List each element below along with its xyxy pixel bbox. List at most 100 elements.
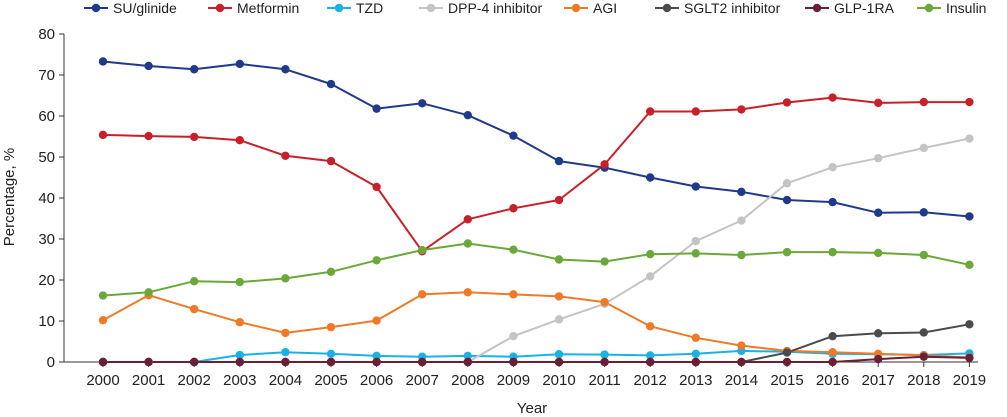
x-tick-label: 2006: [360, 372, 393, 389]
legend-item-tzd: TZD: [327, 0, 383, 16]
x-tick-label: 2003: [223, 372, 256, 389]
data-point: [737, 216, 746, 225]
data-point: [782, 247, 792, 257]
data-point: [98, 315, 108, 325]
legend-label: TZD: [356, 0, 383, 16]
data-point: [235, 357, 244, 367]
data-point: [190, 132, 199, 142]
data-point: [98, 130, 108, 140]
series-line-tzd: [103, 349, 970, 363]
axes: 0 10 20 30 40 50 60 70 80 2000 2001 2002 2003 2004 200…: [38, 26, 986, 389]
data-point: [509, 357, 518, 367]
data-point: [874, 208, 883, 217]
data-point: [965, 212, 974, 221]
data-point: [190, 65, 199, 74]
data-point: [463, 239, 472, 248]
data-point: [372, 104, 381, 113]
data-point: [144, 61, 153, 71]
legend-marker: [812, 3, 822, 13]
data-point: [98, 357, 108, 367]
data-point: [965, 97, 974, 107]
data-point: [509, 204, 518, 213]
data-point: [919, 352, 928, 361]
data-point: [600, 297, 609, 307]
legend-label: DPP-4 inhibitor: [448, 0, 542, 16]
data-point: [782, 179, 792, 188]
y-tick-label: 80: [38, 26, 55, 43]
data-point: [600, 357, 609, 367]
legend-marker: [662, 3, 672, 13]
data-point: [782, 195, 792, 205]
data-point: [554, 255, 564, 264]
x-tick-label: 2014: [725, 372, 758, 389]
data-point: [919, 250, 928, 260]
x-tick-label: 2000: [86, 372, 119, 389]
data-point: [326, 156, 336, 166]
data-point: [691, 349, 700, 358]
data-point: [281, 65, 290, 74]
data-point: [646, 249, 655, 259]
legend-item-su-glinide: SU/glinide: [84, 0, 177, 16]
data-point: [646, 173, 655, 182]
legend: SU/glinide Metformin TZD DPP-4 inhibitor AGI…: [84, 0, 986, 16]
data-point: [737, 250, 746, 260]
data-point: [874, 248, 883, 258]
data-point: [691, 107, 700, 116]
legend-marker: [334, 3, 344, 13]
data-point: [828, 197, 837, 207]
legend-item-glp-1ra: GLP-1RA: [805, 0, 895, 16]
legend-label: GLP-1RA: [834, 0, 895, 16]
data-point: [737, 357, 746, 367]
legend-marker: [215, 3, 225, 13]
legend-marker: [426, 3, 436, 13]
data-point: [98, 291, 108, 300]
data-point: [919, 97, 928, 107]
series-line-su-glinide: [102, 60, 970, 218]
data-point: [600, 350, 609, 359]
data-point: [235, 59, 244, 69]
data-point: [144, 131, 153, 141]
data-point: [554, 315, 564, 324]
x-tick-label: 2001: [132, 372, 165, 389]
data-point: [919, 328, 928, 337]
y-tick-label: 40: [38, 190, 55, 207]
data-point: [463, 357, 472, 367]
data-point: [646, 351, 655, 360]
series-points: [98, 57, 974, 367]
data-point: [235, 135, 244, 145]
data-point: [691, 236, 700, 246]
x-tick-label: 2008: [451, 372, 484, 389]
series-line-agi: [102, 291, 970, 359]
data-point: [874, 98, 883, 108]
data-point: [326, 322, 336, 332]
data-point: [509, 131, 518, 140]
data-point: [782, 348, 792, 357]
series-line-glp-1ra: [103, 355, 970, 363]
data-point: [691, 357, 700, 367]
data-point: [509, 331, 518, 341]
legend-label: SGLT2 inhibitor: [684, 0, 781, 16]
data-point: [326, 267, 336, 276]
x-tick-label: 2011: [588, 372, 620, 389]
data-point: [737, 341, 746, 350]
data-point: [874, 354, 883, 364]
data-point: [281, 151, 290, 160]
data-point: [600, 160, 609, 169]
legend-marker: [91, 3, 101, 13]
data-point: [828, 247, 837, 257]
x-tick-label: 2002: [178, 372, 211, 389]
data-point: [144, 357, 153, 367]
data-point: [737, 105, 746, 114]
data-point: [418, 245, 427, 255]
legend-item-insulin: Insulin: [917, 0, 986, 16]
data-point: [646, 107, 655, 116]
data-point: [554, 195, 564, 205]
data-point: [691, 333, 700, 343]
data-point: [190, 277, 199, 286]
y-axis-label: Percentage, %: [1, 148, 18, 246]
series-line-metformin: [102, 96, 970, 253]
data-point: [281, 347, 290, 357]
data-point: [144, 288, 153, 297]
data-point: [782, 357, 792, 367]
